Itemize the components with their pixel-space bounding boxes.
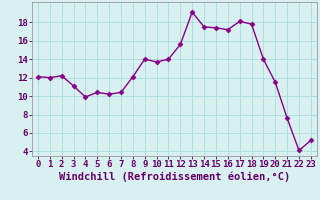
X-axis label: Windchill (Refroidissement éolien,°C): Windchill (Refroidissement éolien,°C) bbox=[59, 172, 290, 182]
